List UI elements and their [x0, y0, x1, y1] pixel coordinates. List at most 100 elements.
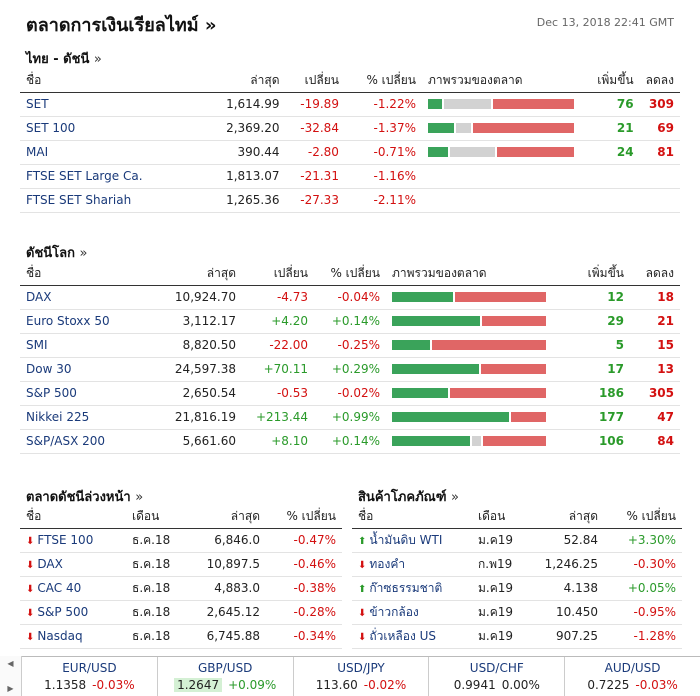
index-name-link[interactable]: Dow 30 [20, 357, 160, 382]
col-advancing: เพิ่มขึ้น [591, 70, 640, 93]
index-name-link[interactable]: S&P/ASX 200 [20, 429, 160, 454]
instrument-name-link[interactable]: S&P 500 [37, 605, 89, 619]
pct-change-value: -1.22% [344, 92, 422, 117]
bar-advancing [392, 412, 510, 422]
declining-count: 13 [630, 357, 680, 382]
instrument-name-cell[interactable]: ⬆ น้ำมันดิบ WTI [352, 528, 472, 553]
page-title-arrow[interactable]: » [204, 15, 217, 36]
futures-title[interactable]: ตลาดดัชนีล่วงหน้า » [26, 486, 143, 507]
instrument-name-link[interactable]: ก๊าซธรรมชาติ [369, 580, 443, 595]
col-name: ชื่อ [20, 70, 179, 93]
instrument-name-link[interactable]: ทองคำ [369, 556, 406, 571]
pct-change-value: -0.25% [314, 333, 386, 358]
instrument-name-link[interactable]: DAX [37, 557, 63, 571]
instrument-name-cell[interactable]: ⬇ FTSE 100 [20, 528, 126, 553]
advancing-count: 17 [564, 357, 630, 382]
pct-change-value: -0.47% [266, 528, 342, 553]
currency-pair-link[interactable]: EUR/USD [62, 661, 117, 675]
instrument-name-cell[interactable]: ⬇ Nasdaq [20, 624, 126, 649]
pct-change-value: +0.29% [314, 357, 386, 382]
commodities-more[interactable]: » [451, 490, 459, 505]
table-row: ⬆ น้ำมันดิบ WTI ม.ค19 52.84 +3.30% [352, 528, 682, 553]
table-row: S&P 500 2,650.54 -0.53 -0.02% 186 305 [20, 381, 680, 406]
instrument-name-link[interactable]: Nasdaq [37, 629, 83, 643]
market-breadth-bar [392, 364, 546, 374]
futures-title-text[interactable]: ตลาดดัชนีล่วงหน้า [26, 490, 131, 505]
ticker-item[interactable]: USD/CHF 0.9941 0.00% [429, 657, 566, 696]
ticker-item[interactable]: AUD/USD 0.7225 -0.03% [565, 657, 700, 696]
index-name-link[interactable]: MAI [20, 140, 179, 165]
scroll-left-icon[interactable]: ◀ [7, 659, 14, 668]
currency-pair-link[interactable]: GBP/USD [197, 661, 253, 675]
col-declining: ลดลง [630, 263, 680, 286]
index-name-link[interactable]: S&P 500 [20, 381, 160, 406]
instrument-name-cell[interactable]: ⬇ DAX [20, 552, 126, 577]
change-value: +213.44 [242, 405, 314, 430]
col-last: ล่าสุด [160, 263, 242, 286]
currency-pair-link[interactable]: USD/JPY [337, 661, 385, 675]
index-name-link[interactable]: FTSE SET Shariah [20, 188, 179, 213]
col-name: ชื่อ [20, 263, 160, 286]
instrument-name-cell[interactable]: ⬇ ข้าวกล้อง [352, 600, 472, 625]
bar-declining [450, 388, 546, 398]
scroll-right-icon[interactable]: ▶ [7, 684, 14, 693]
futures-more[interactable]: » [135, 490, 144, 505]
page-title[interactable]: ตลาดการเงินเรียลไทม์ » [26, 10, 217, 39]
ticker-values: 0.7225 -0.03% [565, 678, 700, 692]
pct-change-value: +0.99% [314, 405, 386, 430]
instrument-name-link[interactable]: CAC 40 [37, 581, 82, 595]
market-breadth-bar [427, 147, 574, 157]
instrument-name-link[interactable]: น้ำมันดิบ WTI [369, 532, 443, 547]
index-name-link[interactable]: Euro Stoxx 50 [20, 309, 160, 334]
pct-change-value: -0.38% [266, 576, 342, 601]
thai-indices-more[interactable]: » [93, 52, 102, 67]
table-row: Nikkei 225 21,816.19 +213.44 +0.99% 177 47 [20, 405, 680, 430]
instrument-name-link[interactable]: FTSE 100 [37, 533, 94, 547]
table-row: ⬇ DAX ธ.ค.18 10,897.5 -0.46% [20, 552, 342, 577]
index-name-link[interactable]: FTSE SET Large Ca. [20, 164, 179, 189]
table-row: ⬇ ข้าวกล้อง ม.ค19 10.450 -0.95% [352, 600, 682, 625]
instrument-name-cell[interactable]: ⬆ ก๊าซธรรมชาติ [352, 576, 472, 601]
bar-advancing [392, 436, 471, 446]
timestamp: Dec 13, 2018 22:41 GMT [536, 16, 674, 29]
commodities-title[interactable]: สินค้าโภคภัณฑ์ » [358, 486, 459, 507]
instrument-name-cell[interactable]: ⬇ ทองคำ [352, 552, 472, 577]
pct-change-value: -0.34% [266, 624, 342, 649]
ticker-item[interactable]: GBP/USD 1.2647 +0.09% [158, 657, 294, 696]
table-row: ⬆ ก๊าซธรรมชาติ ม.ค19 4.138 +0.05% [352, 576, 682, 601]
page-title-text[interactable]: ตลาดการเงินเรียลไทม์ [26, 15, 199, 36]
market-overview-cell [421, 188, 592, 213]
instrument-name-link[interactable]: ข้าวกล้อง [369, 604, 419, 619]
currency-pair-link[interactable]: USD/CHF [469, 661, 524, 675]
currency-pair-link[interactable]: AUD/USD [604, 661, 661, 675]
ticker-item[interactable]: USD/JPY 113.60 -0.02% [294, 657, 430, 696]
instrument-name-cell[interactable]: ⬇ ถั่วเหลือง US [352, 624, 472, 649]
thai-indices-title[interactable]: ไทย - ดัชนี » [26, 48, 102, 69]
ticker-scroll[interactable]: ◀ ▶ [0, 656, 22, 696]
world-indices-more[interactable]: » [79, 246, 88, 261]
arrow-down-icon: ⬇ [358, 559, 367, 571]
bar-unchanged [444, 99, 492, 109]
change-value: -0.53 [242, 381, 314, 406]
index-name-link[interactable]: DAX [20, 285, 160, 310]
instrument-name-cell[interactable]: ⬇ CAC 40 [20, 576, 126, 601]
index-name-link[interactable]: SET [20, 92, 179, 117]
instrument-name-cell[interactable]: ⬇ S&P 500 [20, 600, 126, 625]
index-name-link[interactable]: Nikkei 225 [20, 405, 160, 430]
arrow-down-icon: ⬇ [26, 608, 35, 619]
last-value: 5,661.60 [160, 429, 242, 454]
index-name-link[interactable]: SMI [20, 333, 160, 358]
ticker-item[interactable]: EUR/USD 1.1358 -0.03% [22, 657, 158, 696]
index-name-link[interactable]: SET 100 [20, 116, 179, 141]
instrument-name-link[interactable]: ถั่วเหลือง US [369, 628, 437, 643]
thai-indices-title-text[interactable]: ไทย - ดัชนี [26, 52, 90, 67]
col-advancing: เพิ่มขึ้น [564, 263, 630, 286]
change-value: -0.03% [635, 678, 678, 692]
arrow-down-icon: ⬇ [26, 536, 35, 547]
last-value: 8,820.50 [160, 333, 242, 358]
arrow-up-icon: ⬆ [358, 583, 367, 595]
commodities-title-text[interactable]: สินค้าโภคภัณฑ์ [358, 490, 447, 505]
pct-change-value: -1.37% [344, 116, 422, 141]
world-indices-title-text[interactable]: ดัชนีโลก [26, 246, 75, 261]
world-indices-title[interactable]: ดัชนีโลก » [26, 242, 87, 263]
